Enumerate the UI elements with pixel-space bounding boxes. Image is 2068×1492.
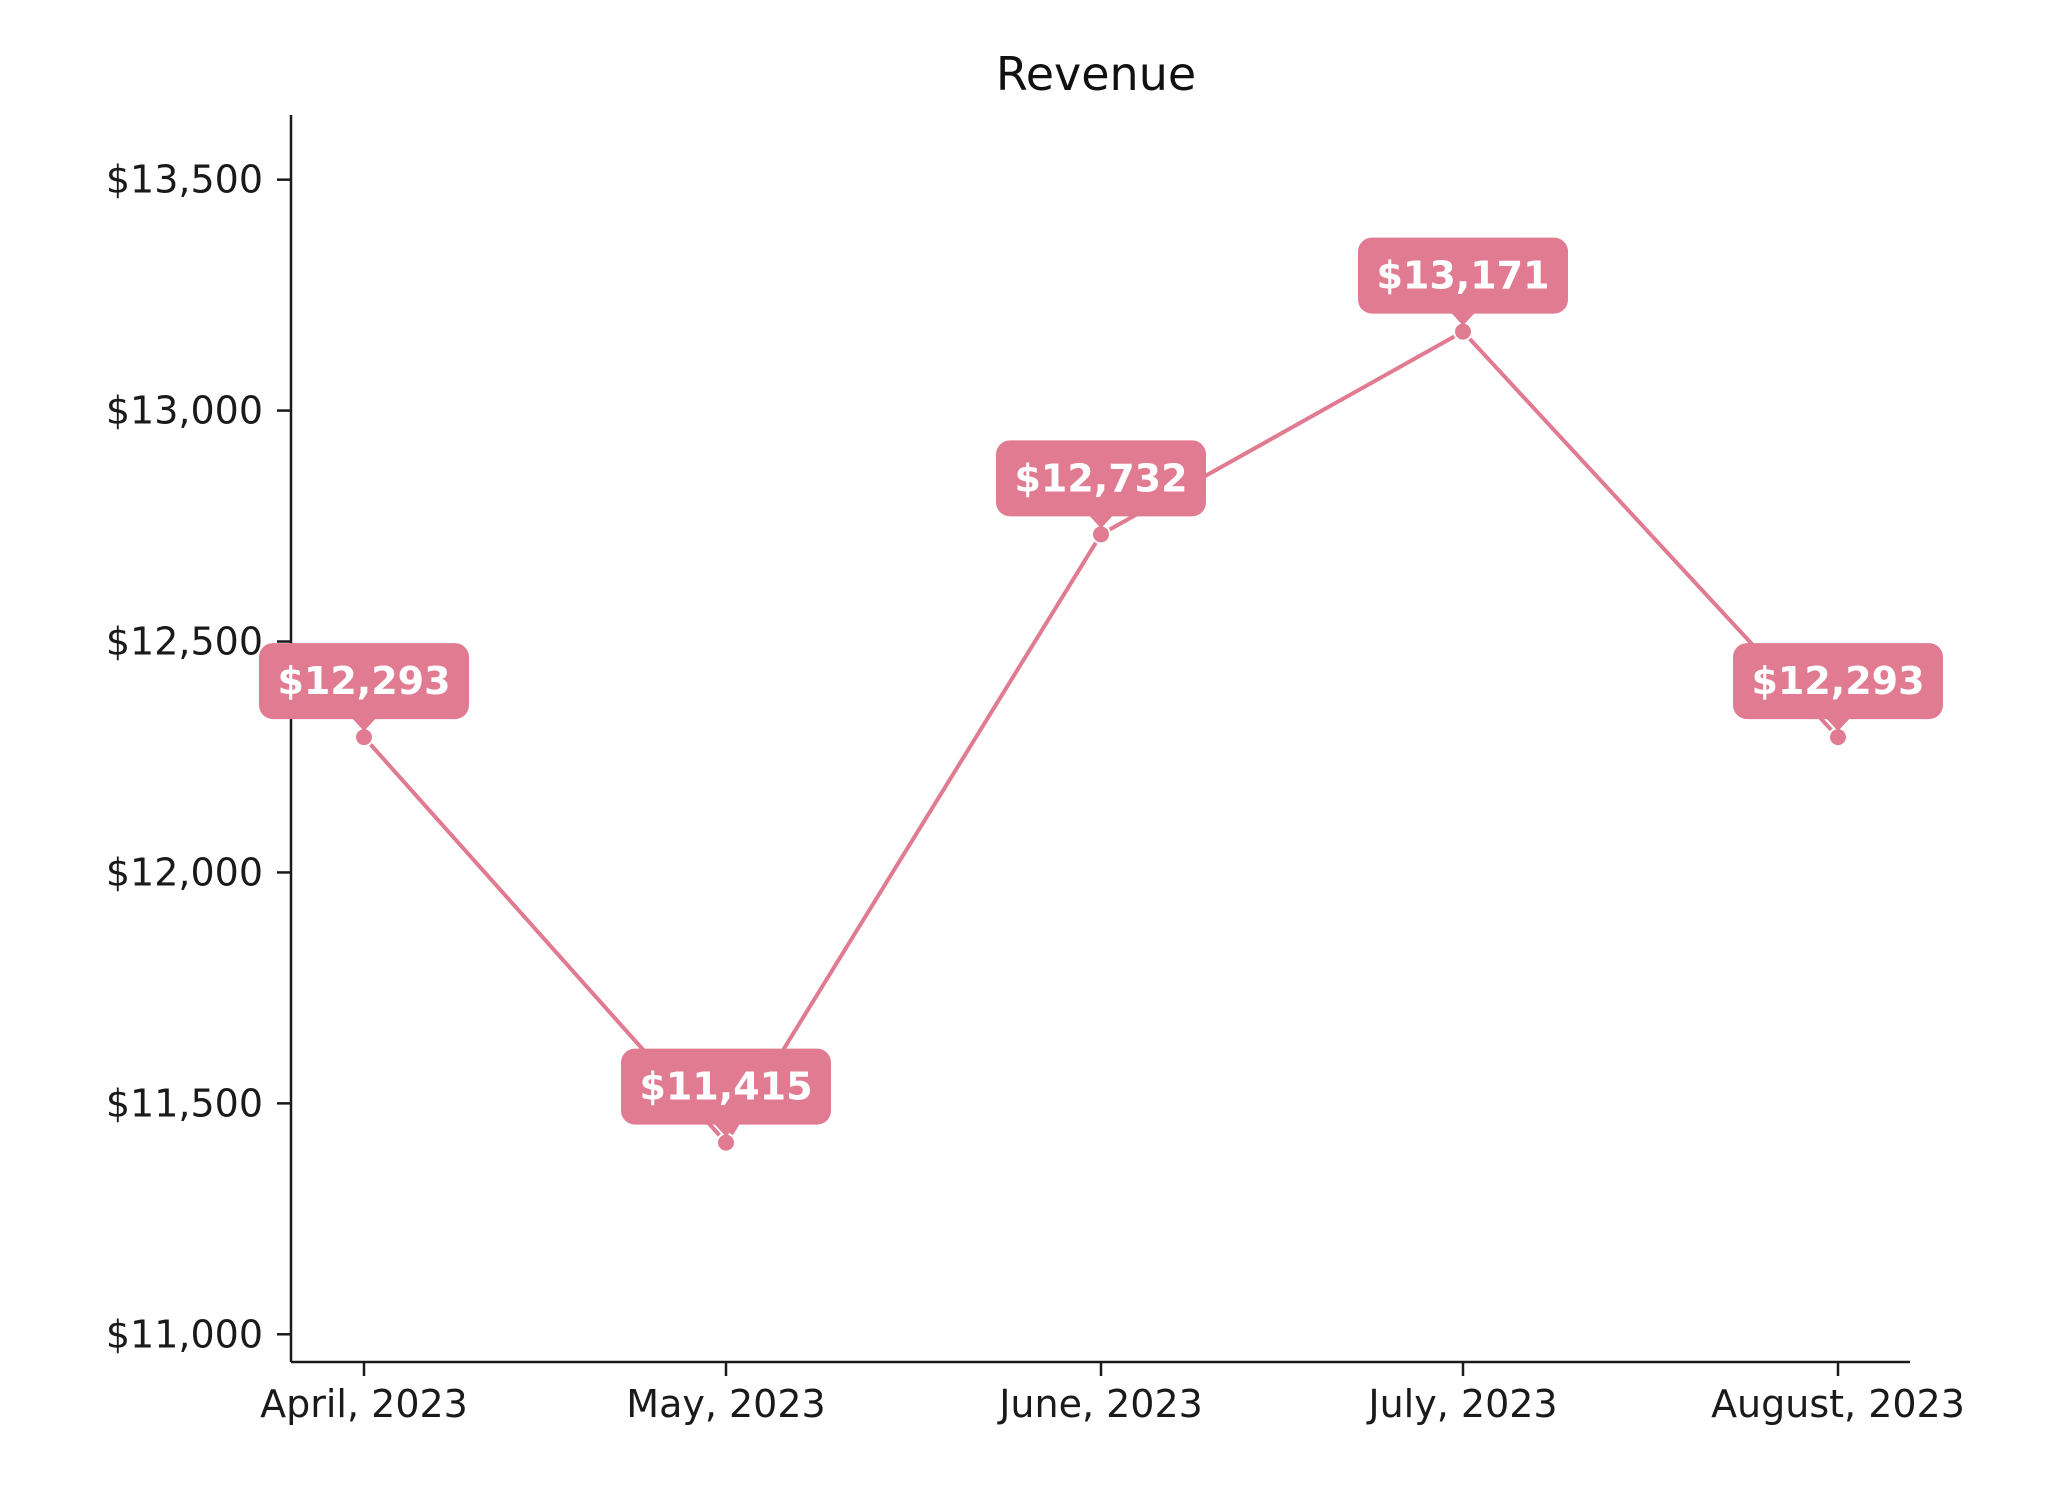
data-label-text: $12,293 xyxy=(277,659,450,703)
data-label-text: $12,732 xyxy=(1014,456,1187,500)
y-tick-label: $11,500 xyxy=(106,1081,263,1125)
data-label: $12,293 xyxy=(259,643,469,732)
data-label-box xyxy=(259,643,469,720)
x-tick-label: April, 2023 xyxy=(260,1382,468,1426)
data-label-box xyxy=(1358,237,1568,314)
data-label-box xyxy=(996,440,1206,517)
data-label-text: $12,293 xyxy=(1751,659,1924,703)
data-label-pointer xyxy=(1451,312,1475,326)
data-label-text: $11,415 xyxy=(639,1065,812,1109)
y-tick-label: $12,000 xyxy=(106,850,263,894)
x-tick-label: July, 2023 xyxy=(1366,1382,1557,1426)
data-label: $12,732 xyxy=(996,440,1206,529)
x-tick-label: June, 2023 xyxy=(997,1382,1203,1426)
x-tick-label: August, 2023 xyxy=(1711,1382,1965,1426)
y-tick-label: $13,500 xyxy=(106,158,263,202)
axes: $11,000 $11,500 $12,000 $12,500 $13,000 $13,5… xyxy=(106,115,1965,1426)
data-label-pointer xyxy=(1826,718,1850,732)
data-label-pointer xyxy=(352,718,376,732)
data-label: $12,293 xyxy=(1733,643,1943,732)
y-tick-label: $12,500 xyxy=(106,620,263,664)
data-label-box xyxy=(1733,643,1943,720)
y-tick-label: $13,000 xyxy=(106,389,263,433)
data-label-box xyxy=(621,1048,831,1125)
data-label: $11,415 xyxy=(621,1048,831,1137)
x-tick-label: May, 2023 xyxy=(626,1382,825,1426)
data-label-pointer xyxy=(714,1123,738,1137)
series-layer xyxy=(354,321,1848,1153)
y-tick-label: $11,000 xyxy=(106,1312,263,1356)
data-label-pointer xyxy=(1089,515,1113,529)
data-label: $13,171 xyxy=(1358,237,1568,326)
data-labels-layer: $12,293 $11,415 $12,732 $13,171 $12,293 xyxy=(259,237,1943,1137)
data-label-text: $13,171 xyxy=(1376,254,1549,298)
chart-title: Revenue xyxy=(996,47,1196,101)
